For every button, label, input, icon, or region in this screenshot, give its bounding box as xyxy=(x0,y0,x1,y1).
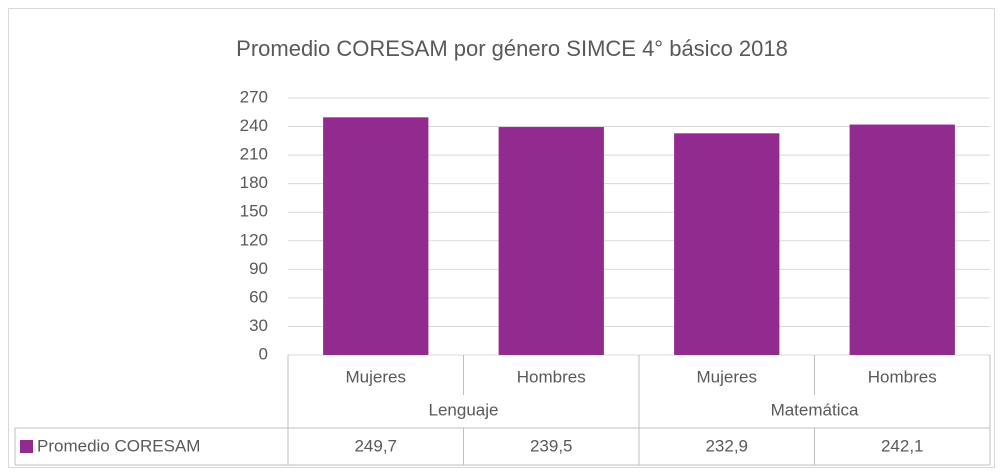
bar xyxy=(323,117,429,355)
y-tick-label: 210 xyxy=(240,145,268,164)
y-tick-label: 90 xyxy=(249,259,268,278)
table-value: 232,9 xyxy=(705,436,748,455)
legend-key xyxy=(20,440,33,453)
x-tick-label: Mujeres xyxy=(346,367,406,386)
bar xyxy=(498,127,604,355)
y-tick-label: 240 xyxy=(240,116,268,135)
y-tick-label: 0 xyxy=(259,344,268,363)
y-tick-label: 270 xyxy=(240,87,268,106)
y-tick-label: 120 xyxy=(240,230,268,249)
x-tick-label: Hombres xyxy=(517,367,586,386)
y-tick-label: 150 xyxy=(240,202,268,221)
chart-title: Promedio CORESAM por género SIMCE 4° bás… xyxy=(236,36,788,61)
table-value: 239,5 xyxy=(530,436,573,455)
bar xyxy=(674,133,780,355)
y-tick-label: 180 xyxy=(240,173,268,192)
bar xyxy=(849,124,955,355)
table-value: 249,7 xyxy=(354,436,397,455)
group-label: Lenguaje xyxy=(429,400,499,419)
x-tick-label: Hombres xyxy=(868,367,937,386)
table-value: 242,1 xyxy=(881,436,924,455)
legend-label: Promedio CORESAM xyxy=(37,436,200,455)
group-label: Matemática xyxy=(771,400,859,419)
y-tick-label: 60 xyxy=(249,287,268,306)
x-tick-label: Mujeres xyxy=(697,367,757,386)
y-tick-label: 30 xyxy=(249,316,268,335)
